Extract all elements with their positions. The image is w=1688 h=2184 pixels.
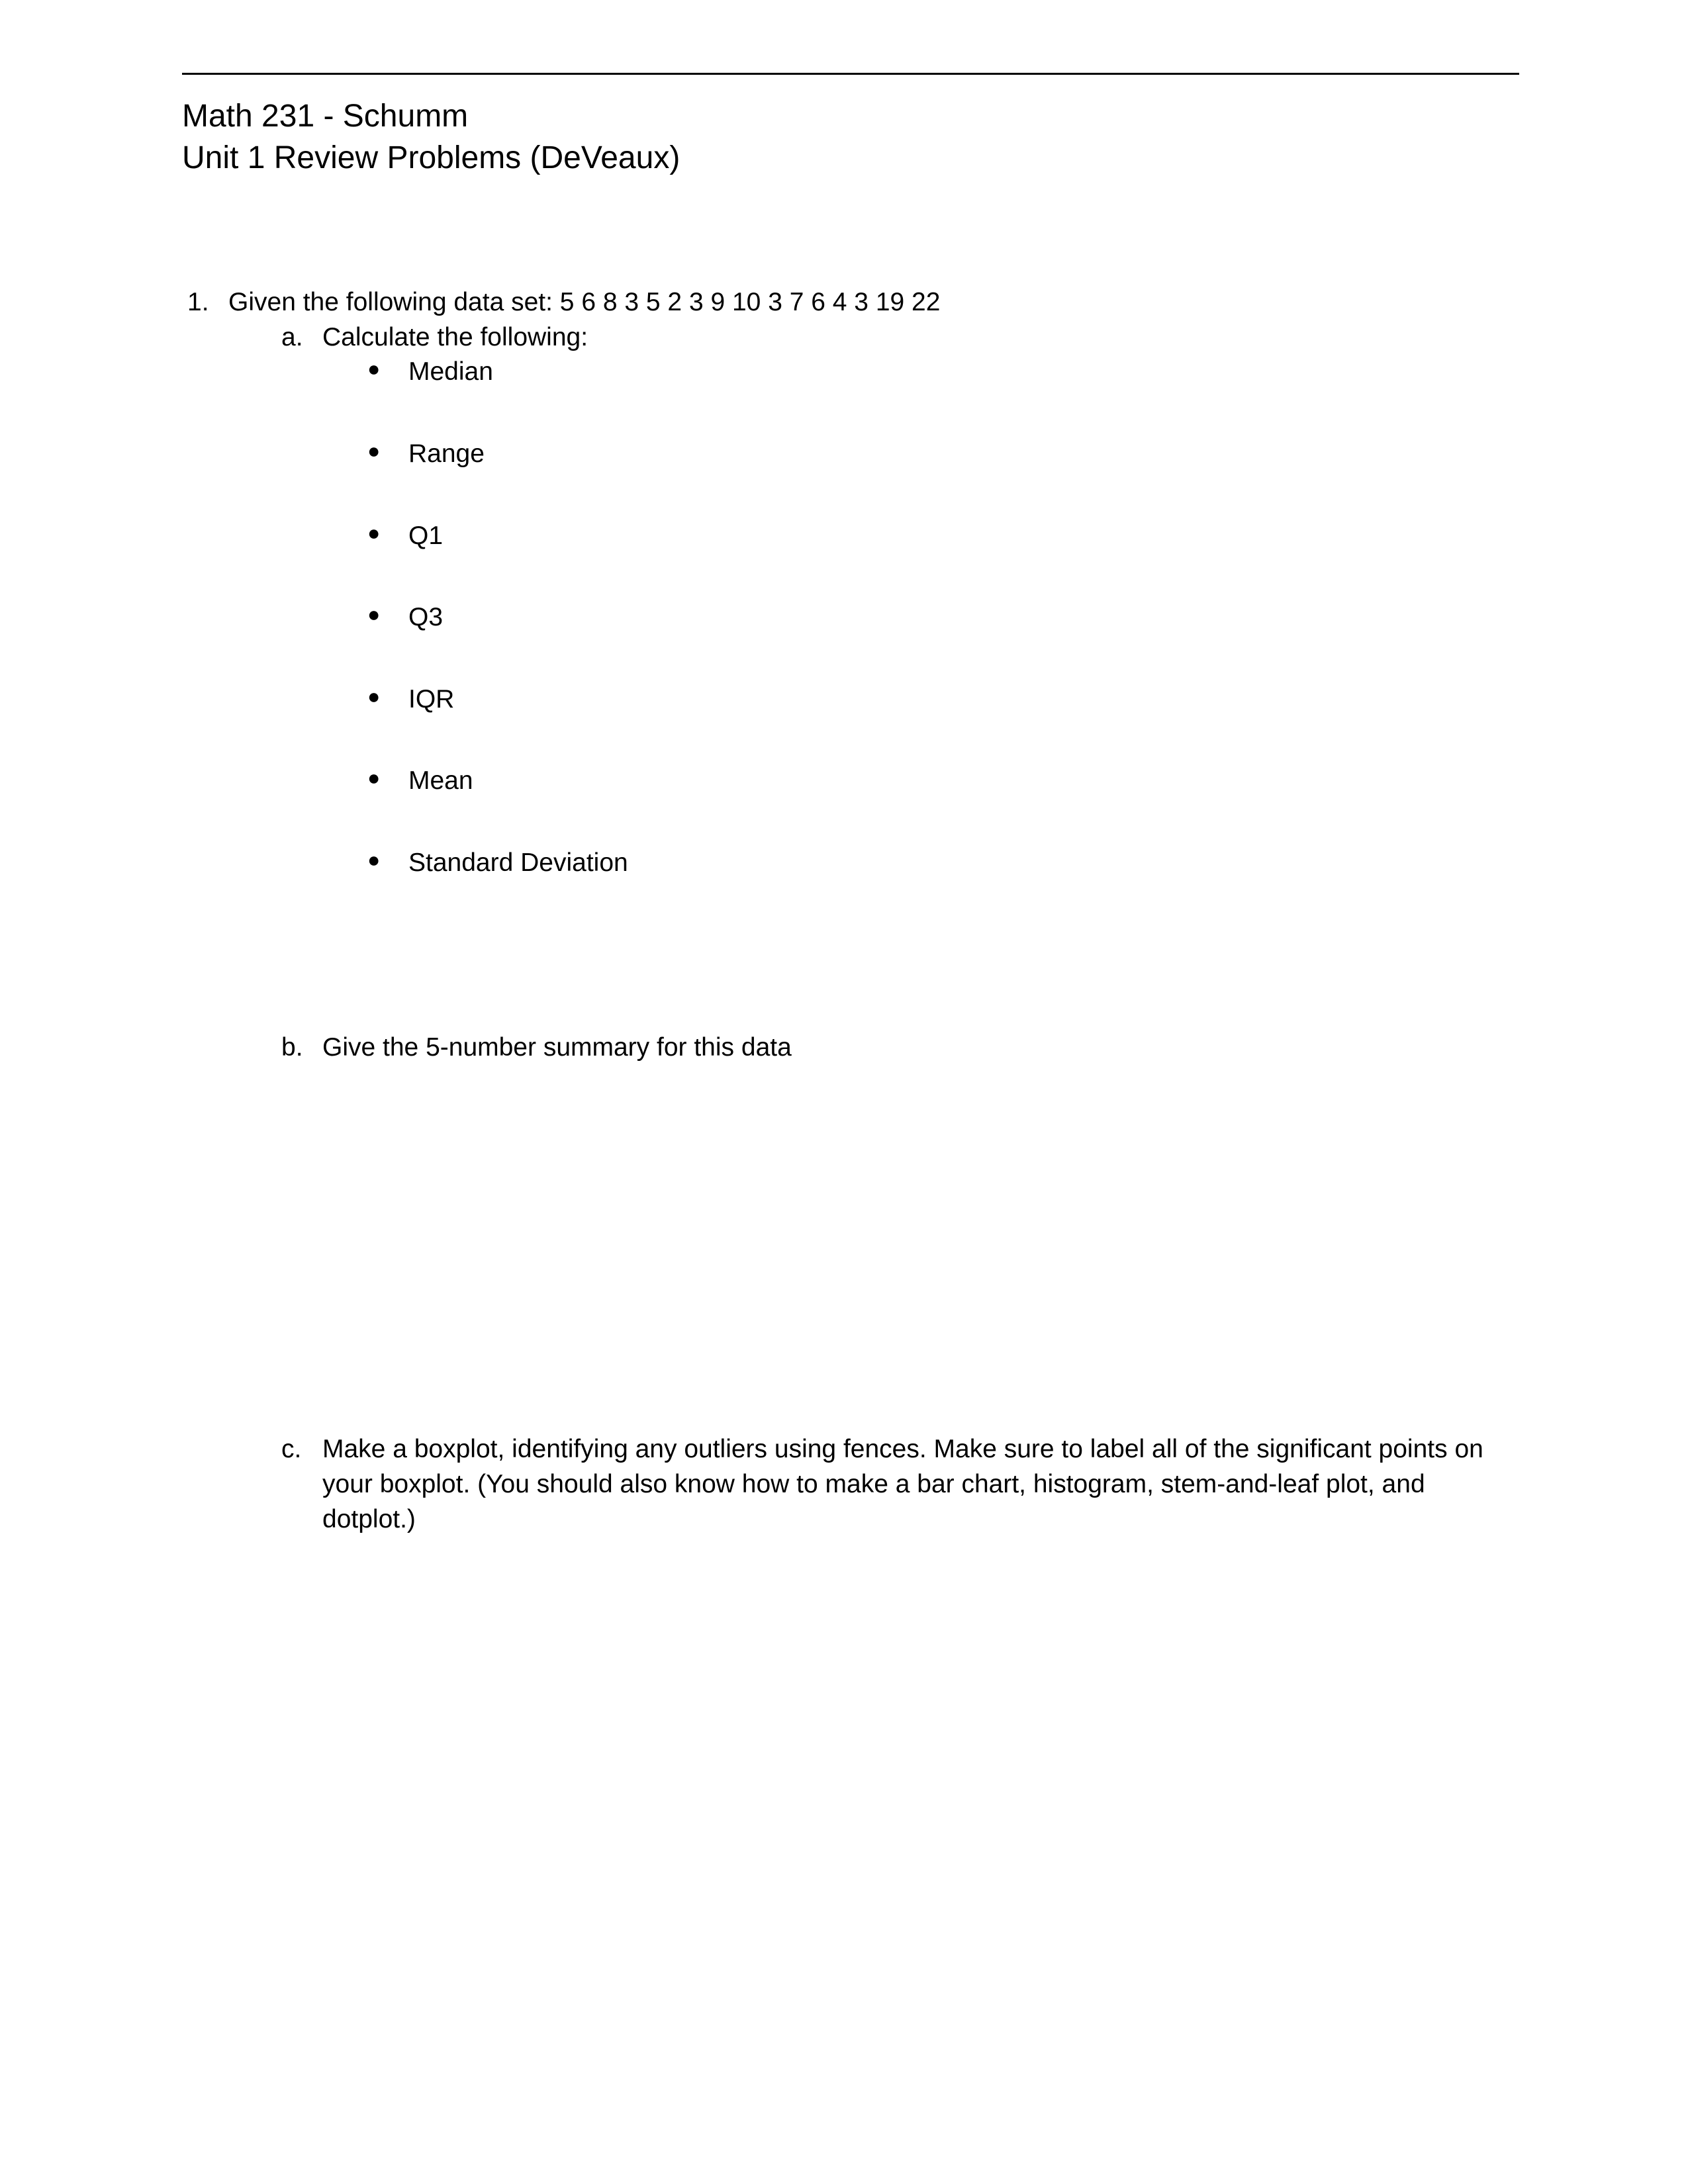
bullet-text: Range <box>408 439 485 468</box>
bullet-text: Q3 <box>408 603 443 631</box>
bullet-text: IQR <box>408 685 454 713</box>
bullet-text: Median <box>408 357 493 386</box>
bullet-q3: ● Q3 <box>408 600 1519 635</box>
bullet-text: Standard Deviation <box>408 848 628 877</box>
spacer <box>322 1065 1519 1432</box>
bullet-icon: ● <box>367 682 380 711</box>
bullet-icon: ● <box>367 846 380 874</box>
bullet-stddev: ● Standard Deviation <box>408 846 1519 881</box>
sub-item-a: a. Calculate the following: ● Median ● R… <box>322 320 1519 881</box>
problem-prompt: Given the following data set: 5 6 8 3 5 … <box>228 285 1519 320</box>
problem-number: 1. <box>187 285 209 320</box>
bullet-text: Q1 <box>408 522 443 550</box>
bullet-icon: ● <box>367 437 380 465</box>
sub-list: a. Calculate the following: ● Median ● R… <box>228 320 1519 1537</box>
spacer <box>322 928 1519 1030</box>
sub-marker-b: b. <box>281 1030 303 1066</box>
problem-1: 1. Given the following data set: 5 6 8 3… <box>228 285 1519 1537</box>
bullet-text: Mean <box>408 766 473 795</box>
bullet-icon: ● <box>367 519 380 547</box>
sub-item-c: c. Make a boxplot, identifying any outli… <box>322 1432 1519 1537</box>
document-subtitle: Unit 1 Review Problems (DeVeaux) <box>182 140 1519 176</box>
bullet-iqr: ● IQR <box>408 682 1519 717</box>
sub-marker-c: c. <box>281 1432 301 1467</box>
page-content: Math 231 - Schumm Unit 1 Review Problems… <box>0 0 1688 1537</box>
sub-text-b: Give the 5-number summary for this data <box>322 1033 792 1062</box>
course-title: Math 231 - Schumm <box>182 98 1519 134</box>
bullet-icon: ● <box>367 355 380 383</box>
sub-item-b: b. Give the 5-number summary for this da… <box>322 1030 1519 1066</box>
problem-list: 1. Given the following data set: 5 6 8 3… <box>182 285 1519 1537</box>
bullet-list-a: ● Median ● Range ● Q1 ● <box>322 355 1519 880</box>
sub-text-a: Calculate the following: <box>322 323 588 351</box>
bullet-range: ● Range <box>408 437 1519 472</box>
bullet-q1: ● Q1 <box>408 519 1519 554</box>
bullet-mean: ● Mean <box>408 764 1519 799</box>
bullet-median: ● Median <box>408 355 1519 390</box>
bullet-icon: ● <box>367 764 380 792</box>
sub-text-c: Make a boxplot, identifying any outliers… <box>322 1435 1483 1533</box>
header-rule <box>182 73 1519 75</box>
sub-marker-a: a. <box>281 320 303 355</box>
bullet-icon: ● <box>367 600 380 629</box>
